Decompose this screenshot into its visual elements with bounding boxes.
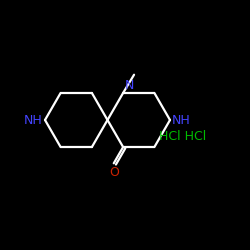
- Text: HCl HCl: HCl HCl: [159, 130, 206, 143]
- Text: O: O: [109, 166, 119, 179]
- Text: NH: NH: [24, 114, 43, 126]
- Text: N: N: [124, 79, 134, 92]
- Text: NH: NH: [172, 114, 191, 126]
